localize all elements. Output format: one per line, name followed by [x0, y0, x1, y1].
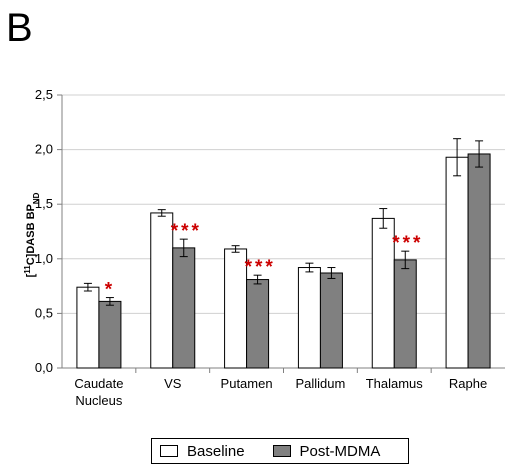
category-label-line: Pallidum — [295, 376, 345, 391]
category-label: VS — [164, 376, 182, 391]
bar-chart: 0,00,51,01,52,02,5 ********** Caudate Nuc… — [23, 87, 505, 408]
category-label: Thalamus — [366, 376, 424, 391]
y-tick-label: 2,0 — [35, 142, 53, 157]
bar-baseline-3 — [297, 267, 321, 369]
category-label-line: Putamen — [221, 376, 273, 391]
bar-post-mdma-3 — [319, 272, 343, 369]
category-label-line: Nucleus — [75, 393, 122, 408]
category-label-line: VS — [164, 376, 182, 391]
ylabel-sup: 11 — [23, 265, 32, 274]
bar-post-mdma-2 — [246, 279, 270, 369]
bar-post-mdma-0 — [98, 300, 122, 369]
y-tick-label: 0,5 — [35, 305, 53, 320]
significance-mark: *** — [392, 233, 423, 254]
legend-label-baseline: Baseline — [187, 442, 245, 460]
legend-swatch-baseline — [160, 445, 178, 457]
legend-item-post-mdma: Post-MDMA — [265, 442, 381, 460]
legend: Baseline Post-MDMA — [151, 438, 409, 464]
gridlines — [62, 94, 505, 369]
category-label-line: Thalamus — [366, 376, 424, 391]
significance-mark: * — [105, 280, 115, 301]
bar-baseline-5 — [445, 156, 469, 369]
bar-post-mdma-1 — [172, 247, 196, 369]
y-tick-label: 1,0 — [35, 251, 53, 266]
ylabel-pre: [ — [25, 273, 37, 277]
bar-baseline-0 — [76, 286, 100, 369]
ylabel-main: C]DASB BP — [25, 204, 37, 265]
bar-baseline-1 — [150, 212, 174, 369]
error-bars — [83, 138, 484, 306]
bars — [76, 153, 491, 369]
y-tick-label: 1,5 — [35, 196, 53, 211]
significance-marks: ********** — [105, 221, 423, 301]
legend-label-post-mdma: Post-MDMA — [299, 442, 381, 460]
category-label: Pallidum — [295, 376, 345, 391]
legend-item-baseline: Baseline — [152, 443, 245, 460]
category-label: Raphe — [449, 376, 487, 391]
ylabel-sub: ND — [32, 192, 41, 204]
y-tick-label: 2,5 — [35, 87, 53, 102]
category-label: Putamen — [221, 376, 273, 391]
legend-swatch-post-mdma — [272, 445, 291, 457]
bar-post-mdma-4 — [393, 259, 417, 369]
significance-mark: *** — [171, 221, 202, 242]
bar-baseline-2 — [224, 248, 248, 369]
bar-baseline-4 — [371, 217, 395, 369]
significance-mark: *** — [245, 257, 276, 278]
y-tick-label: 0,0 — [35, 360, 53, 375]
y-axis-label: [11C]DASB BPND — [23, 192, 41, 277]
category-label-line: Caudate — [74, 376, 123, 391]
panel-letter: B — [6, 6, 33, 50]
bar-post-mdma-5 — [467, 153, 491, 369]
category-label-line: Raphe — [449, 376, 487, 391]
y-axis: 0,0 0,5 1,0 1,5 2,0 2,5 — [35, 87, 505, 375]
x-axis-labels: Caudate Nucleus VS Putamen Pallidum Thalamus R… — [74, 376, 487, 408]
category-label: Caudate Nucleus — [74, 376, 123, 408]
